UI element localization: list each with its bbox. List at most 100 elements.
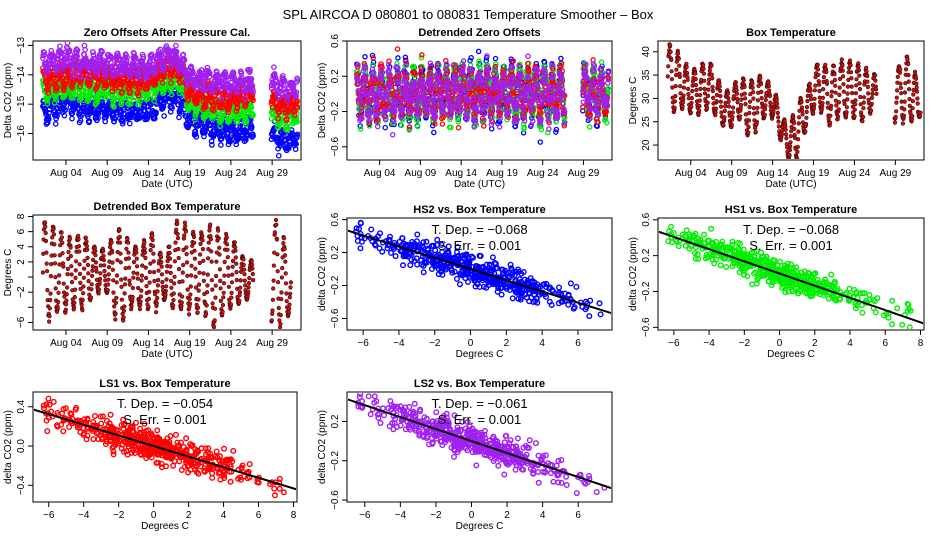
data-point (561, 123, 568, 129)
series-ls2 (40, 42, 300, 104)
data-point (94, 97, 101, 104)
data-point (177, 70, 183, 77)
data-point (362, 73, 368, 79)
data-point (85, 74, 92, 81)
data-point (162, 58, 169, 65)
data-point (248, 124, 255, 130)
data-point (107, 54, 114, 60)
data-point (553, 129, 559, 135)
data-layer (40, 42, 300, 159)
data-point (41, 49, 48, 56)
data-point (214, 72, 221, 78)
data-point (192, 128, 199, 134)
data-point (194, 85, 201, 92)
data-point (275, 152, 282, 159)
data-point (95, 110, 102, 117)
data-point (355, 64, 361, 70)
data-point (208, 138, 215, 145)
data-point (95, 66, 102, 72)
data-point (161, 64, 167, 71)
x-tick-label: Aug 14 (445, 168, 477, 179)
y-tick-label: −14 (16, 66, 27, 83)
data-point (359, 115, 365, 122)
data-point (219, 104, 226, 111)
data-point (61, 112, 68, 119)
data-point (455, 124, 462, 131)
data-point (277, 140, 284, 146)
data-point (234, 89, 241, 96)
data-point (293, 93, 299, 99)
data-point (90, 55, 97, 62)
data-point (240, 78, 246, 85)
data-layer (354, 46, 611, 145)
x-tick-label: Aug 24 (527, 168, 559, 179)
data-point (135, 92, 142, 99)
data-point (62, 107, 68, 114)
data-point (157, 46, 164, 53)
data-point (383, 107, 389, 114)
data-point (393, 94, 399, 101)
data-point (169, 105, 175, 111)
data-point (132, 54, 139, 61)
data-point (111, 104, 117, 110)
data-point (45, 68, 51, 75)
data-point (553, 126, 560, 133)
data-point (95, 92, 102, 98)
data-point (103, 82, 110, 89)
x-tick-label: Aug 19 (486, 168, 518, 179)
data-point (538, 110, 544, 116)
data-point (188, 63, 194, 70)
data-point (382, 124, 388, 131)
data-point (86, 118, 93, 124)
data-point (558, 60, 565, 67)
data-point (394, 46, 401, 52)
data-point (74, 47, 81, 53)
data-point (396, 71, 402, 78)
data-point (158, 53, 164, 60)
data-point (152, 70, 159, 76)
data-point (379, 74, 385, 81)
data-point (218, 135, 225, 142)
data-point (292, 146, 299, 153)
data-point (294, 98, 300, 105)
data-point (90, 52, 97, 59)
data-point (44, 97, 50, 104)
data-point (406, 127, 412, 133)
data-point (358, 106, 364, 112)
data-point (54, 64, 61, 70)
data-point (412, 71, 419, 77)
data-point (294, 131, 300, 138)
data-point (173, 48, 180, 55)
data-point (213, 69, 220, 75)
data-point (136, 76, 143, 83)
data-point (510, 58, 517, 64)
x-tick-label: Aug 09 (91, 168, 123, 179)
data-point (448, 124, 454, 131)
data-point (202, 111, 209, 118)
data-point (294, 104, 300, 110)
x-tick-label: Aug 04 (50, 168, 82, 179)
data-point (598, 59, 605, 65)
data-point (69, 115, 75, 122)
data-point (285, 109, 291, 116)
data-point (234, 119, 241, 126)
data-point (161, 113, 167, 119)
data-point (275, 124, 281, 131)
y-tick-label: −15 (16, 95, 27, 112)
data-point (168, 91, 175, 98)
data-point (99, 49, 105, 55)
data-point (290, 82, 297, 89)
x-axis-label: Date (UTC) (141, 179, 192, 190)
data-point (73, 46, 80, 52)
data-point (198, 67, 205, 73)
data-point (147, 58, 153, 65)
data-point (250, 112, 256, 118)
data-point (95, 63, 102, 69)
data-point (126, 120, 133, 127)
y-axis-label: Delta CO2 (ppm) (3, 63, 14, 139)
data-point (145, 112, 152, 119)
data-point (111, 118, 118, 125)
data-point (419, 52, 425, 58)
data-point (275, 115, 281, 122)
